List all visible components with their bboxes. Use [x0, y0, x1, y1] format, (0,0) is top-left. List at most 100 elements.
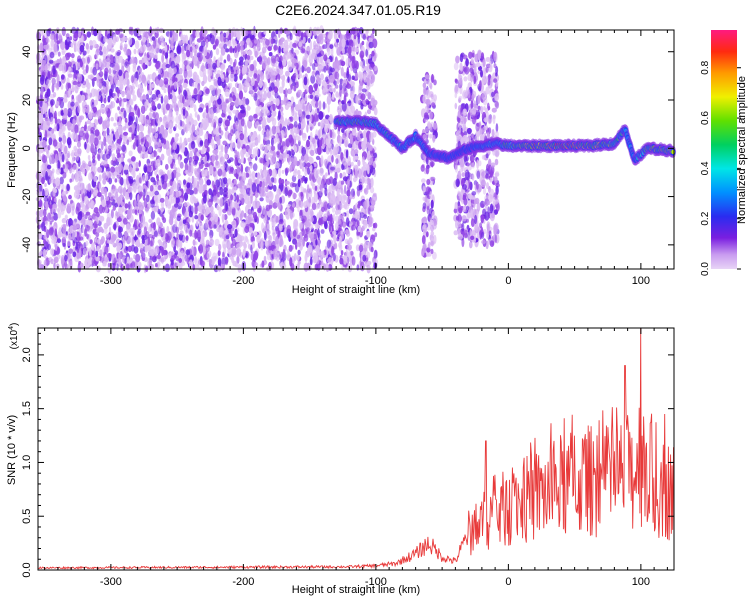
spectrogram-cell	[89, 74, 94, 79]
spectrogram-cell	[168, 169, 173, 178]
spectrogram-cell	[53, 91, 57, 98]
spectrogram-cell	[301, 64, 305, 73]
spectrogram-cell	[45, 170, 48, 181]
spectrogram-cell	[44, 220, 49, 226]
spectrogram-cell	[337, 106, 340, 111]
spectrogram-cell	[204, 189, 208, 195]
spectrogram-cell	[141, 74, 146, 79]
spectrogram-cell	[289, 182, 295, 188]
spectrogram-cell	[305, 114, 311, 119]
spectrogram-cell	[168, 175, 172, 180]
spectrogram-cell	[51, 216, 55, 223]
spectrogram-cell	[269, 191, 274, 201]
spectrogram-cell	[363, 214, 368, 220]
spectrogram-cell	[109, 54, 114, 65]
spectrogram-cell	[261, 60, 267, 69]
spectrogram-cell	[135, 253, 141, 263]
spectrogram-cell	[313, 53, 318, 60]
spectrogram-cell	[266, 191, 271, 198]
spectrogram-cell	[367, 251, 371, 259]
spectrogram-cell	[236, 31, 241, 41]
spectrogram-cell	[123, 168, 129, 175]
spectrogram-cell	[352, 142, 357, 150]
spectrogram-cell	[192, 29, 197, 39]
spectrogram-cell	[219, 33, 225, 43]
spectrogram-cell	[79, 182, 85, 192]
spectrogram-cell	[114, 192, 119, 201]
spectrogram-cell	[178, 156, 181, 165]
spectrogram-cell	[341, 189, 345, 198]
spectrogram-cell	[340, 204, 345, 209]
spectrogram-cell	[76, 202, 81, 212]
spectrogram-cell	[346, 39, 349, 46]
spectrogram-cell	[152, 38, 157, 49]
spectrogram-cell	[261, 260, 265, 268]
spectrogram-cell	[285, 70, 290, 77]
spectrogram-cell	[109, 217, 113, 226]
spectrogram-cell	[91, 39, 97, 49]
spectrogram-cell	[274, 236, 279, 246]
spectrogram-cell	[132, 226, 136, 235]
spectrogram-heat-layer	[35, 25, 677, 274]
spectrogram-cell	[51, 238, 56, 244]
spectrogram-cell	[200, 183, 204, 192]
spectrogram-cell	[81, 225, 85, 234]
spectrogram-cell	[194, 111, 198, 118]
spectrogram-cell	[238, 61, 242, 66]
spectrogram-cell	[41, 169, 47, 176]
spectrogram-cell	[365, 58, 369, 65]
spectrogram-cell	[96, 245, 100, 252]
spectrogram-cell	[175, 133, 180, 138]
spectrogram-cell	[276, 68, 280, 74]
spectrogram-cell	[64, 254, 68, 262]
spectrogram-cell	[126, 256, 130, 265]
spectrogram-cell	[306, 86, 309, 93]
spectrogram-cell	[289, 257, 293, 267]
spectrogram-cell	[302, 215, 307, 223]
spectrogram-cell	[294, 112, 298, 117]
spectrogram-cell	[71, 173, 75, 183]
spectrogram-cell	[80, 262, 84, 268]
spectrogram-cell	[143, 55, 147, 63]
spectrogram-cell	[330, 47, 334, 57]
spectrogram-cell	[143, 164, 148, 173]
spectrogram-cell	[209, 50, 213, 59]
spectrogram-cell	[205, 105, 209, 114]
spectrogram-cell	[317, 129, 321, 140]
spectrogram-cell	[186, 150, 190, 161]
spectrogram-cell	[221, 264, 226, 268]
spectrogram-cell	[217, 250, 221, 257]
spectrogram-cell	[62, 171, 67, 179]
spectrogram-cell	[121, 99, 125, 109]
spectrogram-cell	[173, 66, 177, 74]
spectrogram-cell	[124, 203, 129, 209]
spectrogram-cell	[223, 43, 228, 50]
spectrogram-cell	[120, 201, 124, 207]
spectrogram-cell	[98, 174, 102, 182]
spectrogram-cell	[268, 52, 273, 57]
spectrogram-cell	[46, 164, 52, 170]
spectrogram-cell	[255, 106, 261, 116]
spectrogram-cell	[179, 136, 182, 146]
spectrogram-cell	[317, 122, 321, 127]
spectrogram-cell	[373, 107, 378, 116]
spectrogram-cell	[293, 145, 298, 153]
spectrogram-cell	[54, 250, 58, 255]
spectrogram-cell	[183, 157, 188, 164]
spectrogram-cell	[64, 145, 68, 155]
spectrogram-cell	[126, 104, 131, 114]
spectrogram-cell	[316, 56, 322, 64]
spectrogram-cell	[164, 44, 168, 53]
spectrogram-cell	[125, 223, 131, 234]
spectrogram-cell	[367, 216, 373, 226]
spectrogram-cell	[85, 211, 91, 216]
spectrogram-cell	[134, 40, 140, 50]
spectrogram-cell	[213, 107, 217, 114]
spectrogram-cell	[156, 217, 161, 226]
spectrogram-cell	[194, 263, 200, 269]
spectrogram-cell	[288, 244, 293, 252]
spectrogram-cell	[102, 178, 107, 185]
spectrogram-cell	[134, 209, 138, 215]
spectrogram-cell	[322, 44, 325, 50]
